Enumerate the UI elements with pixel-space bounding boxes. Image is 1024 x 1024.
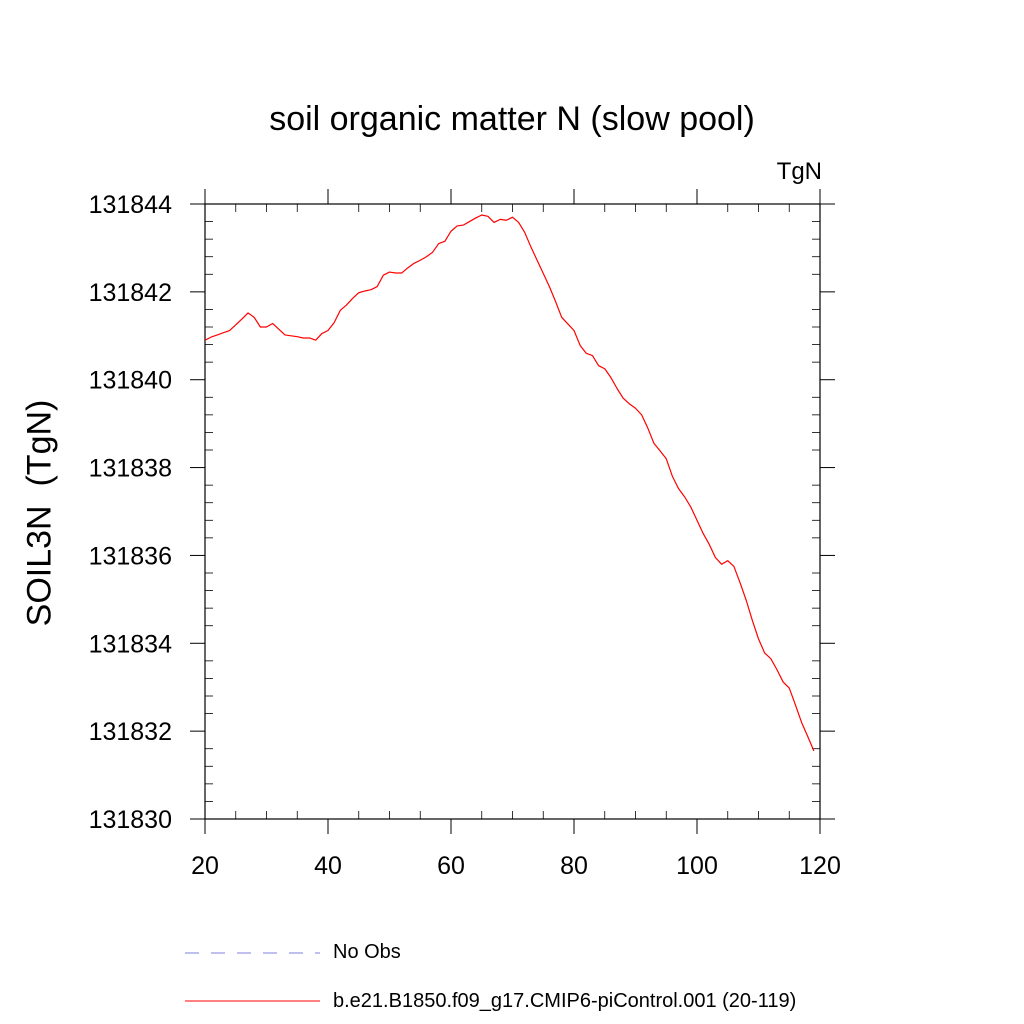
series-line xyxy=(204,214,815,752)
plot-frame xyxy=(204,203,821,820)
x-tick-label: 100 xyxy=(676,852,718,880)
x-tick-label: 60 xyxy=(437,852,465,880)
y-tick-label: 131834 xyxy=(89,630,173,658)
y-tick-label: 131836 xyxy=(89,542,172,570)
legend-label-no-obs: No Obs xyxy=(333,941,401,963)
x-tick-label: 120 xyxy=(799,852,841,880)
legend-label-model: b.e21.B1850.f09_g17.CMIP6-piControl.001 … xyxy=(333,990,797,1012)
chart-title: soil organic matter N (slow pool) xyxy=(269,100,755,138)
y-tick-label: 131832 xyxy=(89,718,172,746)
y-tick-label: 131840 xyxy=(89,367,172,395)
units-label: TgN xyxy=(776,158,822,185)
y-axis-label: SOIL3N (TgN) xyxy=(20,399,59,627)
y-tick-label: 131838 xyxy=(89,455,172,483)
y-tick-label: 131844 xyxy=(89,191,173,219)
x-tick-label: 20 xyxy=(191,852,219,880)
x-tick-label: 40 xyxy=(314,852,342,880)
y-tick-label: 131842 xyxy=(89,279,172,307)
x-tick-label: 80 xyxy=(560,852,588,880)
y-tick-label: 131830 xyxy=(89,806,172,834)
